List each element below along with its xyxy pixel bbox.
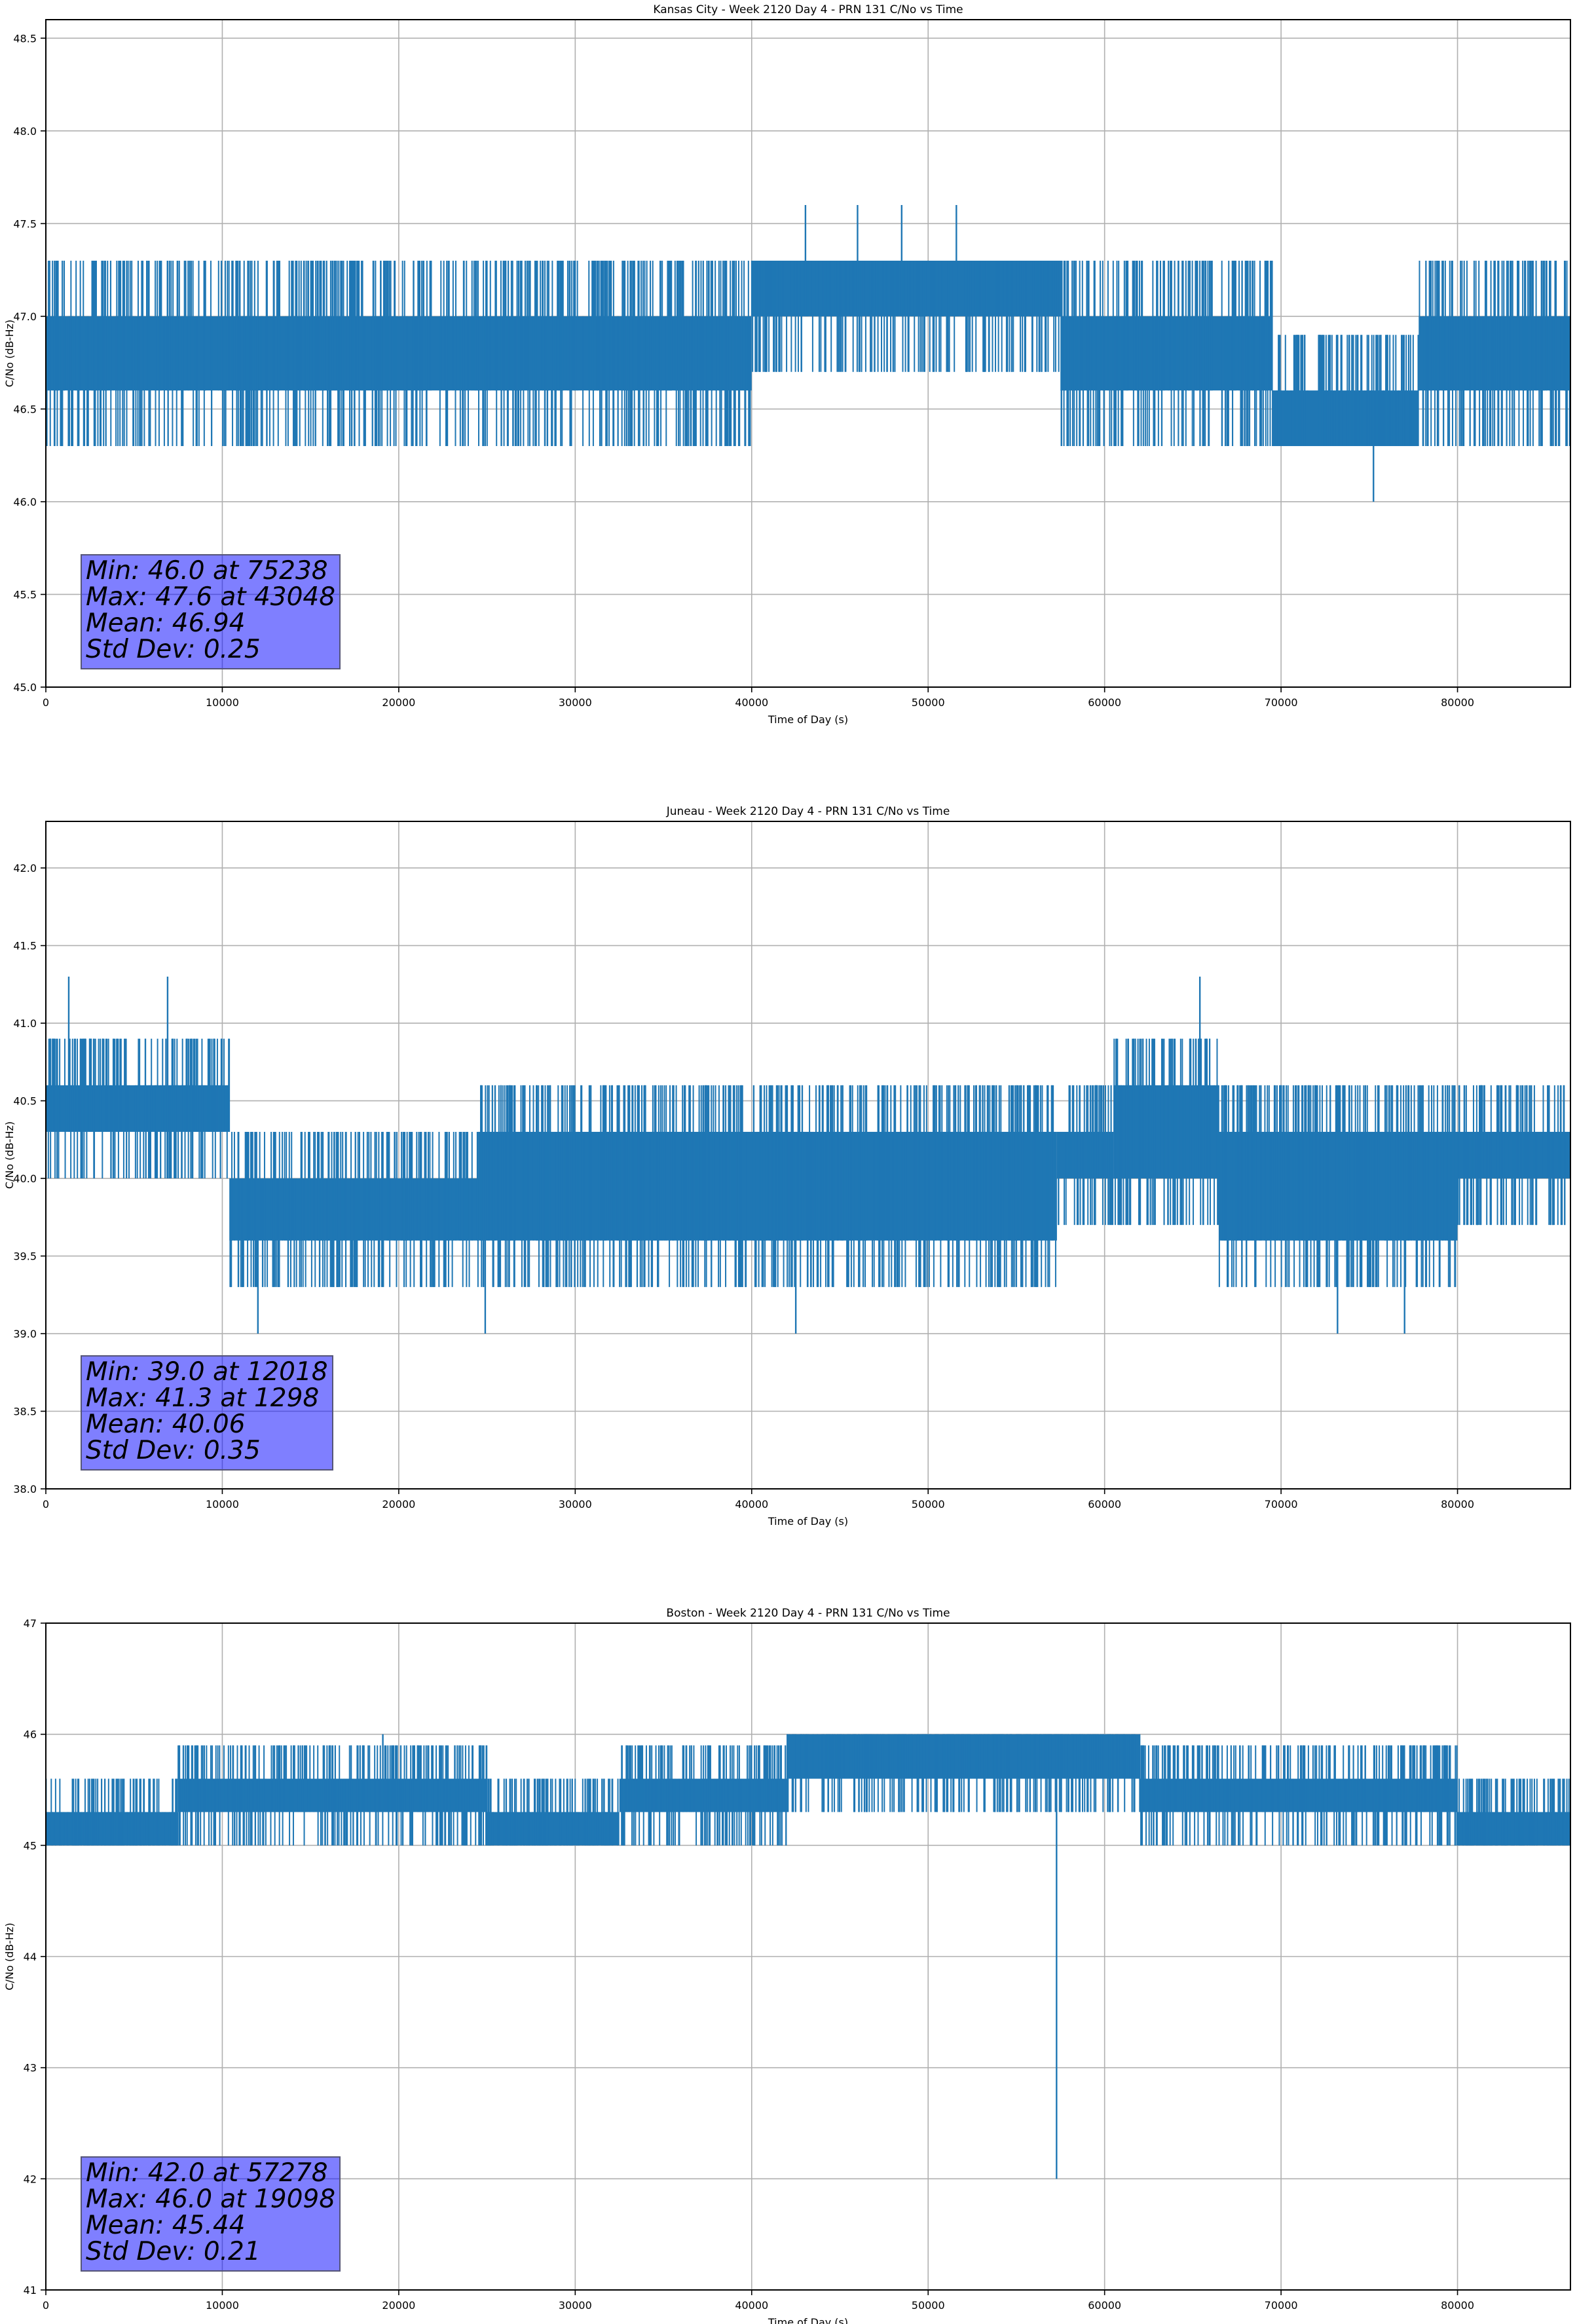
x-tick-label: 20000	[382, 2299, 415, 2312]
x-tick-label: 30000	[559, 696, 592, 709]
y-axis-label: C/No (dB-Hz)	[3, 1121, 16, 1189]
x-tick-label: 20000	[382, 1498, 415, 1510]
x-tick-label: 10000	[206, 696, 239, 709]
y-tick-label: 45.5	[13, 588, 37, 601]
x-tick-label: 0	[43, 1498, 49, 1510]
stat-std: Std Dev: 0.21	[86, 2237, 261, 2266]
y-tick-label: 39.0	[13, 1328, 37, 1340]
x-tick-label: 60000	[1088, 1498, 1121, 1510]
x-tick-label: 70000	[1265, 2299, 1298, 2312]
stat-mean: Mean: 40.06	[86, 1410, 246, 1439]
stat-std: Std Dev: 0.35	[86, 1436, 261, 1465]
x-tick-label: 60000	[1088, 696, 1121, 709]
y-tick-label: 38.5	[13, 1406, 37, 1418]
stats-box: Min: 39.0 at 12018 Max: 41.3 at 1298 Mea…	[81, 1355, 333, 1471]
chart-title: Juneau - Week 2120 Day 4 - PRN 131 C/No …	[666, 805, 950, 818]
stats-box: Min: 42.0 at 57278 Max: 46.0 at 19098 Me…	[81, 2156, 341, 2272]
x-tick-label: 80000	[1441, 2299, 1474, 2312]
x-tick-label: 70000	[1265, 696, 1298, 709]
x-tick-label: 30000	[559, 2299, 592, 2312]
y-axis-label: C/No (dB-Hz)	[3, 320, 16, 387]
y-tick-label: 44	[24, 1951, 37, 1963]
y-tick-label: 41.0	[13, 1017, 37, 1030]
stat-max: Max: 46.0 at 19098	[86, 2184, 336, 2214]
chart-title: Boston - Week 2120 Day 4 - PRN 131 C/No …	[666, 1607, 950, 1620]
y-tick-label: 46.0	[13, 496, 37, 508]
x-tick-label: 50000	[912, 2299, 945, 2312]
stat-std: Std Dev: 0.25	[86, 635, 261, 664]
y-tick-label: 45.0	[13, 681, 37, 694]
x-tick-label: 10000	[206, 2299, 239, 2312]
stat-min: Min: 39.0 at 12018	[86, 1357, 328, 1387]
y-tick-label: 46	[24, 1729, 37, 1741]
y-tick-label: 38.0	[13, 1483, 37, 1495]
x-tick-label: 40000	[735, 2299, 768, 2312]
stat-mean: Mean: 46.94	[86, 609, 246, 638]
chart-panel: 0 10000 20000 30000 40000 50000 60000 70000 8000…	[3, 3, 1571, 726]
x-tick-label: 40000	[735, 696, 768, 709]
x-axis-label: Time of Day (s)	[768, 713, 848, 726]
x-tick-label: 30000	[559, 1498, 592, 1510]
data-series	[46, 205, 1570, 502]
x-tick-label: 80000	[1441, 696, 1474, 709]
x-axis-label: Time of Day (s)	[768, 2316, 848, 2324]
plot-frame	[45, 19, 1571, 688]
stat-mean: Mean: 45.44	[86, 2211, 246, 2240]
y-tick-label: 47.0	[13, 310, 37, 323]
y-tick-label: 42.0	[13, 862, 37, 874]
stat-max: Max: 41.3 at 1298	[86, 1383, 320, 1413]
x-tick-label: 40000	[735, 1498, 768, 1510]
x-tick-label: 50000	[912, 1498, 945, 1510]
data-series	[46, 976, 1570, 1334]
y-tick-label: 43	[24, 2062, 37, 2074]
x-tick-label: 80000	[1441, 1498, 1474, 1510]
plot-frame	[45, 821, 1571, 1490]
chart-title: Kansas City - Week 2120 Day 4 - PRN 131 …	[653, 3, 963, 16]
chart-panel: 0 10000 20000 30000 40000 50000 60000 70000 8000…	[3, 1607, 1571, 2324]
x-tick-label: 20000	[382, 696, 415, 709]
x-tick-label: 60000	[1088, 2299, 1121, 2312]
stat-max: Max: 47.6 at 43048	[86, 582, 336, 612]
y-tick-label: 42	[24, 2173, 37, 2185]
y-tick-label: 48.5	[13, 32, 37, 45]
y-tick-label: 41.5	[13, 940, 37, 952]
stats-box: Min: 46.0 at 75238 Max: 47.6 at 43048 Me…	[81, 554, 341, 669]
y-tick-label: 45	[24, 1839, 37, 1852]
y-tick-label: 48.0	[13, 125, 37, 138]
data-series	[46, 1734, 1570, 2179]
y-tick-label: 47	[24, 1617, 37, 1630]
x-tick-label: 70000	[1265, 1498, 1298, 1510]
y-tick-label: 40.5	[13, 1095, 37, 1108]
x-tick-label: 10000	[206, 1498, 239, 1510]
x-axis-label: Time of Day (s)	[768, 1515, 848, 1527]
y-tick-label: 40.0	[13, 1172, 37, 1185]
y-tick-label: 39.5	[13, 1250, 37, 1263]
stat-min: Min: 46.0 at 75238	[86, 556, 328, 586]
x-tick-label: 0	[43, 2299, 49, 2312]
x-tick-label: 0	[43, 696, 49, 709]
chart-panel: 0 10000 20000 30000 40000 50000 60000 70000 8000…	[3, 805, 1571, 1527]
stat-min: Min: 42.0 at 57278	[86, 2158, 328, 2188]
x-tick-label: 50000	[912, 696, 945, 709]
y-axis-label: C/No (dB-Hz)	[3, 1922, 16, 1990]
y-tick-label: 46.5	[13, 403, 37, 415]
y-tick-label: 47.5	[13, 217, 37, 230]
y-tick-label: 41	[24, 2284, 37, 2296]
